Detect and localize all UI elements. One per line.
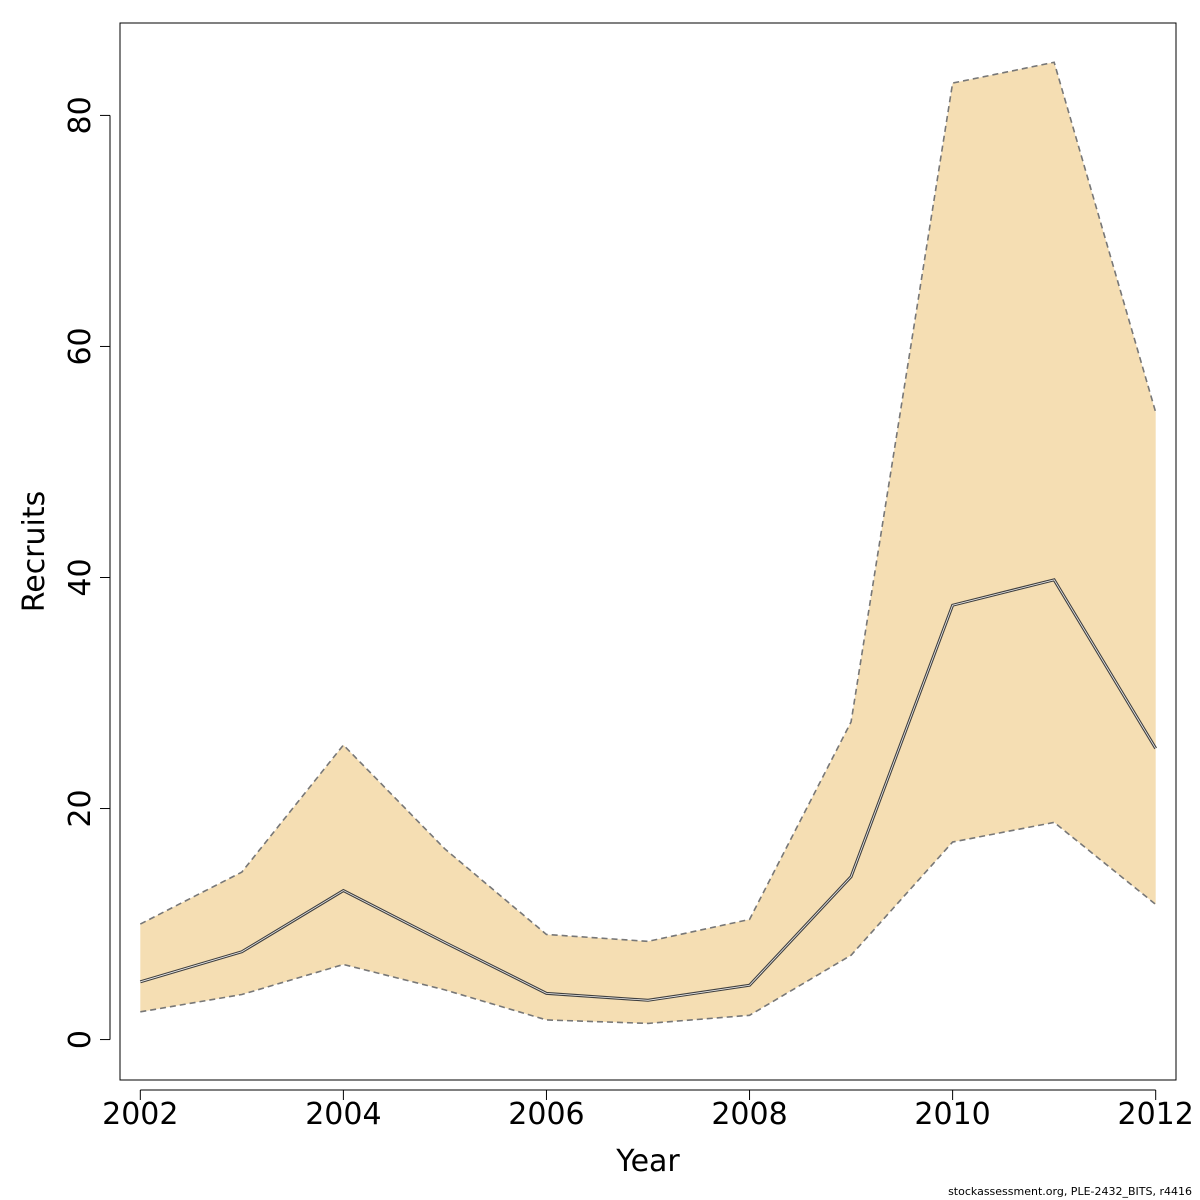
x-tick-label: 2010 xyxy=(914,1097,990,1132)
plot-frame xyxy=(119,22,1177,1081)
upper-bound-line xyxy=(139,61,1157,943)
line-layer xyxy=(139,61,1157,1025)
y-tick-label: 20 xyxy=(63,789,98,827)
y-tick-label: 0 xyxy=(63,1030,98,1049)
footer-credit: stockassessment.org, PLE-2432_BITS, r441… xyxy=(948,1185,1192,1198)
x-tick-label: 2012 xyxy=(1118,1097,1194,1132)
y-axis-title: Recruits xyxy=(17,491,52,613)
x-tick-label: 2002 xyxy=(102,1097,178,1132)
x-axis: 2002 2004 2006 2008 2010 2012 xyxy=(102,1089,1194,1132)
confidence-band xyxy=(140,62,1156,1024)
y-axis: 0 20 40 60 80 xyxy=(63,96,111,1049)
y-tick-label: 80 xyxy=(63,96,98,134)
x-tick-label: 2008 xyxy=(711,1097,787,1132)
x-tick-label: 2006 xyxy=(508,1097,584,1132)
estimate-line-highlight xyxy=(140,579,1157,1001)
y-tick-label: 40 xyxy=(63,558,98,596)
x-tick-label: 2004 xyxy=(305,1097,381,1132)
lower-bound-line xyxy=(140,821,1157,1025)
x-axis-title: Year xyxy=(615,1144,680,1179)
y-tick-label: 60 xyxy=(63,327,98,365)
confidence-band-layer xyxy=(140,62,1156,1024)
